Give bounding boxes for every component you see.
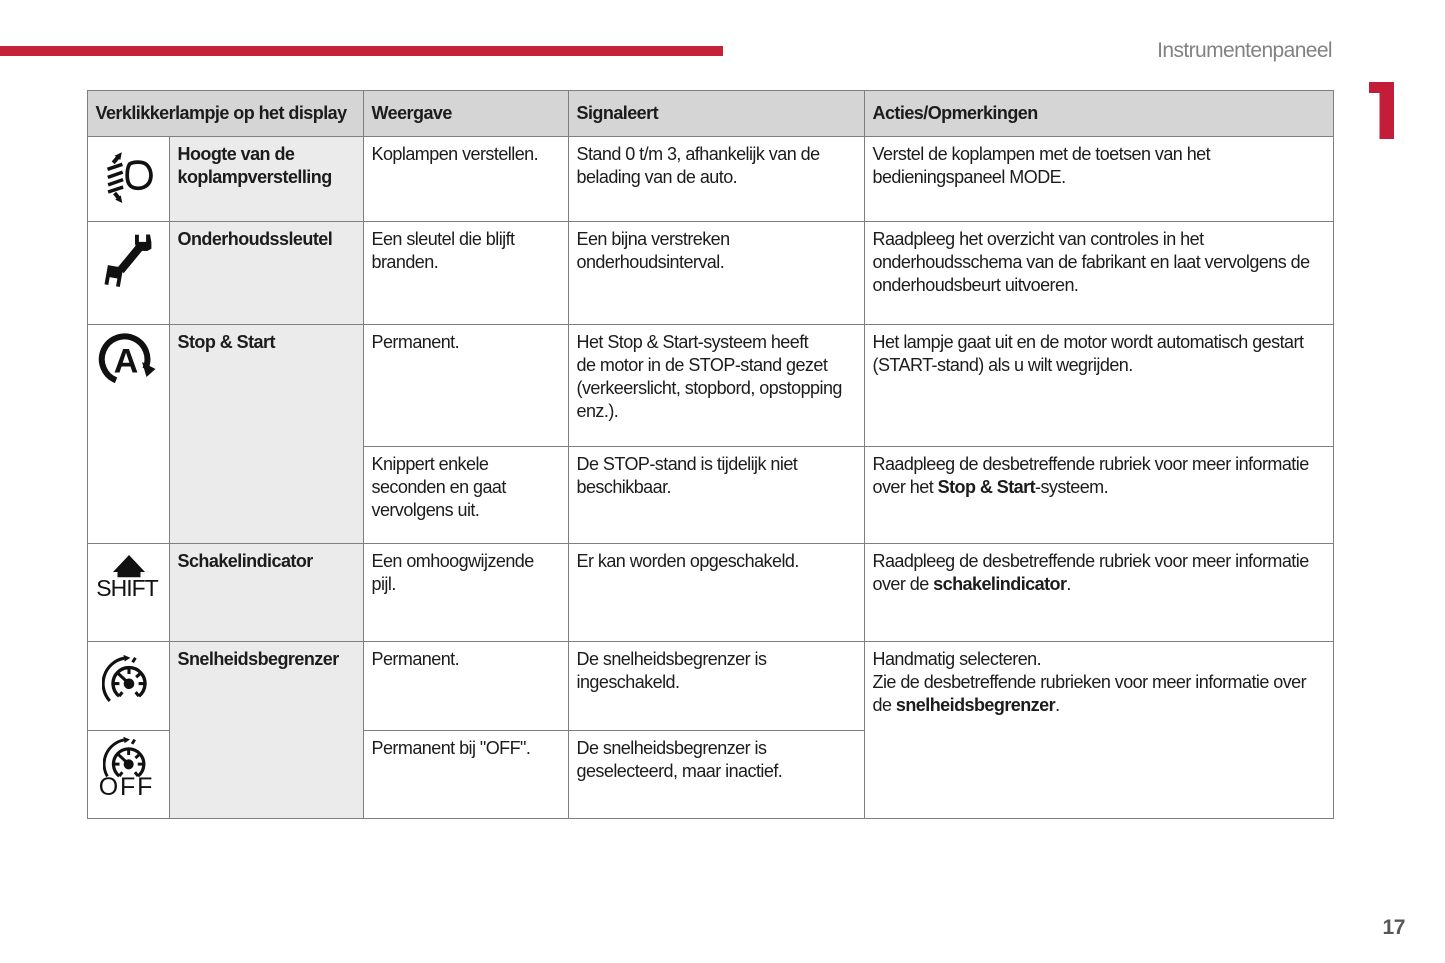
svg-text:A: A [113,342,137,380]
